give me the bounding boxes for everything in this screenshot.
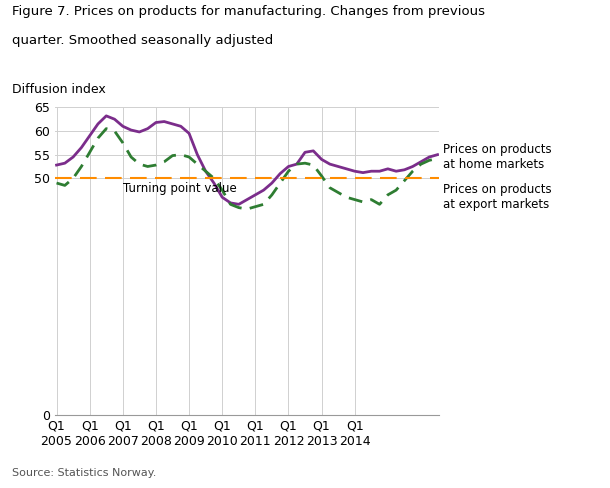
Text: Source: Statistics Norway.: Source: Statistics Norway.	[12, 468, 157, 478]
Text: Diffusion index: Diffusion index	[12, 83, 106, 96]
Text: Figure 7. Prices on products for manufacturing. Changes from previous: Figure 7. Prices on products for manufac…	[12, 5, 485, 18]
Text: quarter. Smoothed seasonally adjusted: quarter. Smoothed seasonally adjusted	[12, 34, 273, 47]
Text: Prices on products
at home markets: Prices on products at home markets	[442, 143, 551, 171]
Text: Prices on products
at export markets: Prices on products at export markets	[442, 183, 551, 211]
Text: Turning point value: Turning point value	[123, 182, 237, 195]
